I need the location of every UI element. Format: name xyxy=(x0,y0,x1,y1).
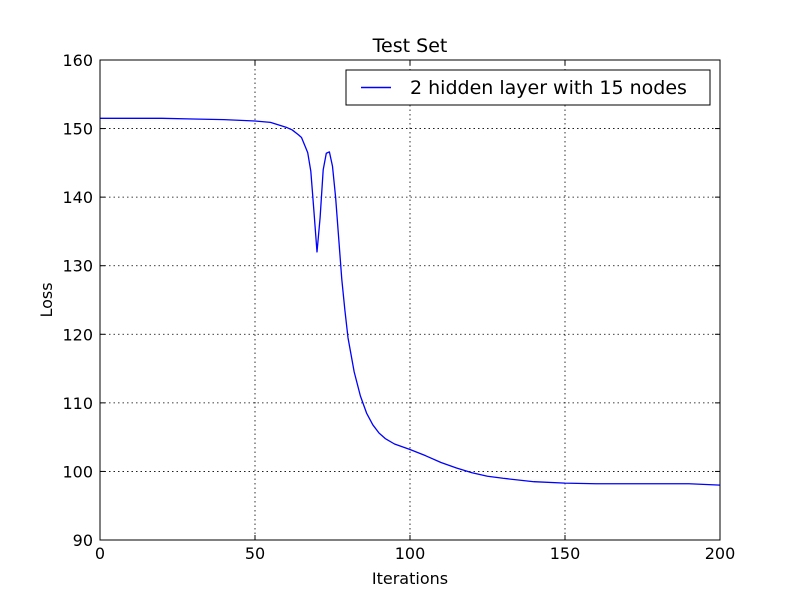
chart-title: Test Set xyxy=(372,35,448,57)
y-tick-label: 90 xyxy=(73,531,93,550)
ticks: 0 50 100 150 200 90 100 110 120 130 140 150 160 xyxy=(62,51,735,563)
grid xyxy=(100,60,720,540)
y-tick-label: 110 xyxy=(62,394,93,413)
y-tick-label: 160 xyxy=(62,51,93,70)
y-tick-label: 130 xyxy=(62,257,93,276)
x-tick-label: 50 xyxy=(245,544,265,563)
series-layer xyxy=(100,117,721,486)
x-tick-label: 100 xyxy=(395,544,426,563)
x-axis-label: Iterations xyxy=(372,569,448,588)
legend: 2 hidden layer with 15 nodes xyxy=(345,69,711,106)
legend-box xyxy=(345,69,711,106)
legend-label: 2 hidden layer with 15 nodes xyxy=(410,77,687,99)
y-axis-label: Loss xyxy=(37,282,56,317)
y-tick-label: 120 xyxy=(62,325,93,344)
x-tick-label: 200 xyxy=(705,544,736,563)
y-tick-label: 150 xyxy=(62,120,93,139)
y-tick-label: 100 xyxy=(62,462,93,481)
y-tick-label: 140 xyxy=(62,188,93,207)
series-line xyxy=(100,117,721,486)
x-tick-label: 150 xyxy=(550,544,581,563)
x-tick-label: 0 xyxy=(95,544,105,563)
